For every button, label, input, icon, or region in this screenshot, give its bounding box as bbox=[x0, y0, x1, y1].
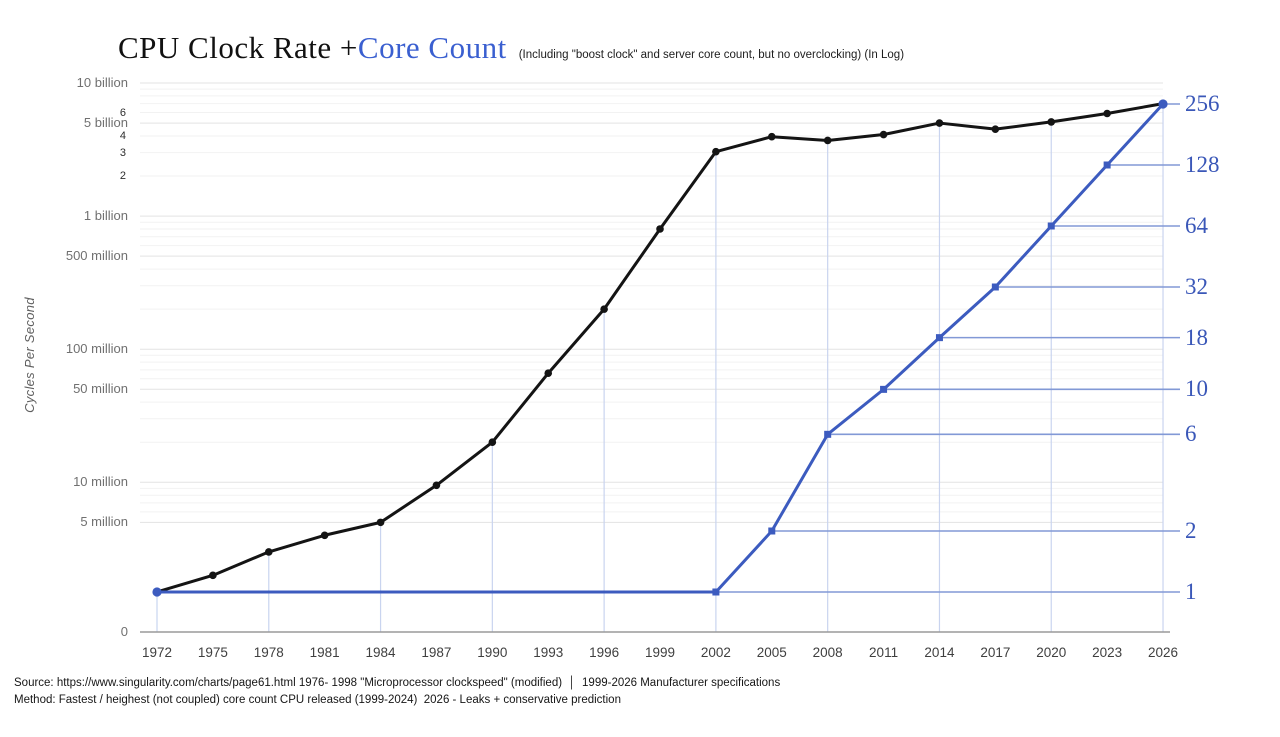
left-axis-tick-100-million: 100 million bbox=[65, 341, 128, 357]
right-axis-tick-256: 256 bbox=[1185, 91, 1220, 116]
chart-title-clock-rate: CPU Clock Rate + bbox=[118, 30, 358, 65]
clock-rate-point-2008 bbox=[823, 136, 832, 145]
right-axis-tick-6: 6 bbox=[1185, 421, 1197, 447]
clock-rate-point-1990 bbox=[488, 438, 497, 447]
left-axis-tick-10-billion: 10 billion bbox=[76, 75, 128, 90]
right-axis-tick-2: 2 bbox=[1185, 518, 1197, 543]
x-axis-tick-1978: 1978 bbox=[253, 645, 284, 660]
x-axis-tick-1987: 1987 bbox=[421, 645, 452, 660]
chart-subtitle: (Including "boost clock" and server core… bbox=[518, 49, 905, 61]
right-axis-tick-128: 128 bbox=[1185, 152, 1220, 177]
clock-rate-point-1987 bbox=[432, 481, 441, 490]
x-axis-tick-2002: 2002 bbox=[700, 645, 731, 660]
x-axis-tick-2008: 2008 bbox=[812, 645, 843, 660]
left-axis-tick-0: 0 bbox=[120, 624, 128, 639]
left-axis-tick-6: 6 bbox=[119, 106, 126, 119]
core-count-point-2002 bbox=[712, 588, 720, 596]
core-count-line bbox=[157, 102, 1165, 594]
right-axis-tick-10: 10 bbox=[1185, 376, 1208, 402]
clock-rate-point-1975 bbox=[209, 571, 217, 580]
x-axis-tick-1993: 1993 bbox=[533, 645, 564, 660]
x-axis-tick-1990: 1990 bbox=[477, 645, 508, 660]
clock-rate-point-1999 bbox=[656, 225, 664, 233]
clock-rate-point-2002 bbox=[712, 147, 720, 156]
x-axis-tick-1975: 1975 bbox=[197, 645, 228, 660]
core-count-point-2023 bbox=[1103, 161, 1111, 169]
left-axis-tick-4: 4 bbox=[119, 129, 126, 142]
x-axis-tick-1996: 1996 bbox=[589, 645, 620, 660]
x-axis-tick-2020: 2020 bbox=[1036, 645, 1067, 660]
x-axis-tick-1981: 1981 bbox=[309, 645, 340, 660]
x-axis-tick-2023: 2023 bbox=[1092, 645, 1123, 660]
left-axis-tick-3: 3 bbox=[119, 146, 126, 159]
right-axis-tick-32: 32 bbox=[1185, 274, 1208, 299]
core-count-point-2008 bbox=[824, 430, 832, 438]
clock-rate-point-2011 bbox=[879, 130, 888, 139]
clock-rate-point-2014 bbox=[935, 119, 944, 127]
clock-rate-point-2017 bbox=[991, 125, 1000, 133]
x-axis-tick-1984: 1984 bbox=[365, 645, 396, 660]
left-axis-tick-5-million: 5 million bbox=[80, 514, 128, 530]
clock-rate-point-1993 bbox=[544, 369, 553, 378]
core-count-point-2017 bbox=[991, 283, 999, 291]
chart-title: CPU Clock Rate + Core Count (Including "… bbox=[118, 30, 904, 66]
right-axis-tick-64: 64 bbox=[1185, 213, 1208, 238]
right-axis-tick-1: 1 bbox=[1185, 579, 1197, 604]
core-count-point-2014 bbox=[935, 334, 943, 342]
x-axis-tick-1972: 1972 bbox=[141, 645, 173, 660]
source-note: Source: https://www.singularity.com/char… bbox=[14, 677, 781, 689]
x-axis-tick-2011: 2011 bbox=[869, 645, 899, 660]
method-note: Method: Fastest / heighest (not coupled)… bbox=[14, 694, 621, 706]
clock-rate-point-1996 bbox=[600, 305, 608, 313]
left-axis-tick-10-million: 10 million bbox=[73, 474, 128, 490]
x-axis-tick-1999: 1999 bbox=[644, 645, 676, 660]
core-count-point-2005 bbox=[768, 527, 776, 535]
left-axis-tick-1-billion: 1 billion bbox=[83, 208, 128, 224]
clock-rate-point-1981 bbox=[320, 531, 329, 540]
x-axis-tick-2005: 2005 bbox=[756, 645, 787, 660]
left-axis-tick-50-million: 50 million bbox=[73, 381, 128, 397]
core-count-point-2011 bbox=[880, 385, 888, 393]
x-axis-tick-2026: 2026 bbox=[1147, 645, 1179, 660]
clock-rate-point-1978 bbox=[264, 548, 273, 556]
right-axis-tick-18: 18 bbox=[1185, 324, 1208, 350]
left-axis-tick-500-million: 500 million bbox=[65, 248, 128, 264]
core-count-point-2020 bbox=[1047, 222, 1055, 230]
core-count-point-2026 bbox=[1158, 99, 1168, 109]
clock-rate-point-2005 bbox=[767, 132, 776, 141]
clock-rate-point-2020 bbox=[1047, 118, 1056, 126]
chart-title-core-count: Core Count bbox=[357, 30, 507, 65]
core-count-point-1972 bbox=[152, 587, 162, 597]
left-axis-tick-5-billion: 5 billion bbox=[83, 115, 128, 131]
clock-rate-point-1984 bbox=[376, 518, 385, 527]
x-axis-tick-2017: 2017 bbox=[980, 645, 1011, 660]
clock-rate-point-2023 bbox=[1103, 109, 1111, 118]
left-axis-tick-2: 2 bbox=[119, 170, 126, 183]
clock-rate-line bbox=[156, 102, 1164, 594]
x-axis-tick-2014: 2014 bbox=[924, 645, 955, 660]
